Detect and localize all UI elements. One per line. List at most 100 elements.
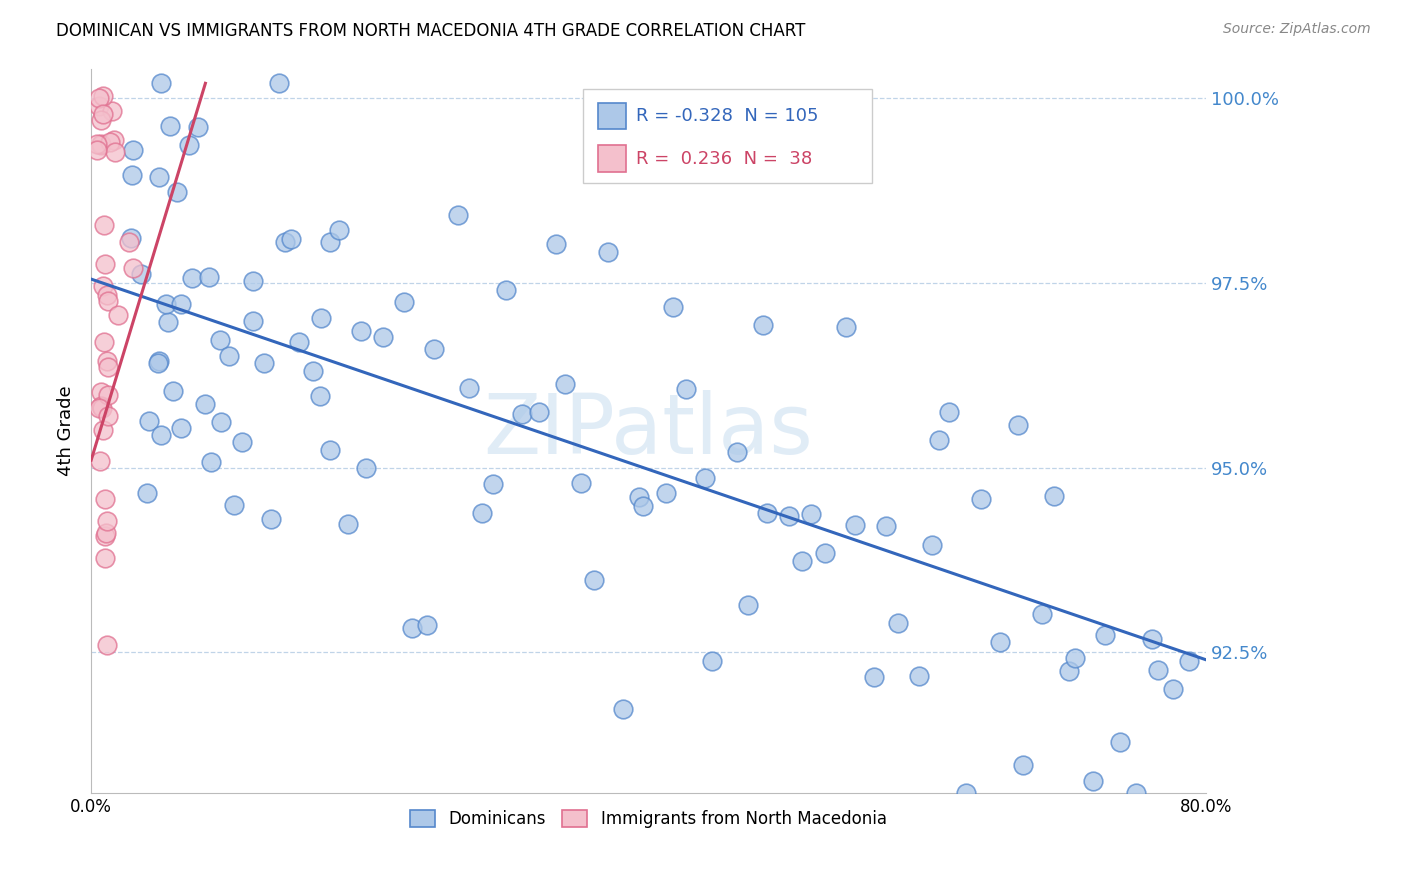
Point [87,99,110,113]
Point [309,311,332,326]
Point [170,421,193,435]
Text: DOMINICAN VS IMMIGRANTS FROM NORTH MACEDONIA 4TH GRADE CORRELATION CHART: DOMINICAN VS IMMIGRANTS FROM NORTH MACED… [56,22,806,40]
Text: Source: ZipAtlas.com: Source: ZipAtlas.com [1223,22,1371,37]
Point [928,433,950,447]
Point [118,235,141,249]
Point [96,353,118,368]
Point [150,76,173,90]
Point [529,405,551,419]
Point [814,546,837,560]
Point [107,308,129,322]
Point [209,415,232,429]
Point [416,618,439,632]
Point [260,511,283,525]
Point [197,270,219,285]
Point [1161,682,1184,697]
Point [253,357,276,371]
Point [1057,664,1080,678]
Point [129,268,152,282]
Point [159,119,181,133]
Point [121,260,143,275]
Point [695,471,717,485]
Point [91,401,114,415]
Point [94,257,117,271]
Point [89,91,111,105]
Point [93,491,115,506]
Point [157,315,180,329]
Point [970,491,993,506]
Point [1109,735,1132,749]
Point [274,235,297,249]
Point [908,669,931,683]
Point [121,168,143,182]
Point [1081,774,1104,789]
Point [200,455,222,469]
Point [319,443,342,458]
Point [737,599,759,613]
Point [89,453,111,467]
Point [702,654,724,668]
Point [1031,607,1053,621]
Point [510,408,533,422]
Point [631,499,654,513]
Point [231,435,253,450]
Point [725,445,748,459]
Point [90,385,112,400]
Point [778,509,800,524]
Point [90,137,112,152]
Point [194,397,217,411]
Point [103,133,125,147]
Point [675,382,697,396]
Point [93,219,115,233]
Point [1064,650,1087,665]
Point [146,356,169,370]
Point [1042,489,1064,503]
Point [242,274,264,288]
Legend: Dominicans, Immigrants from North Macedonia: Dominicans, Immigrants from North Macedo… [404,804,893,835]
Point [91,278,114,293]
Point [98,135,121,149]
Point [401,622,423,636]
Point [1147,663,1170,677]
Point [97,387,120,401]
Point [1125,786,1147,800]
Point [554,376,576,391]
Point [612,701,634,715]
Point [582,574,605,588]
Point [148,353,170,368]
Point [93,551,115,566]
Point [86,143,108,157]
Point [318,235,340,250]
Point [495,283,517,297]
Text: R =  0.236  N =  38: R = 0.236 N = 38 [636,150,811,168]
Point [280,232,302,246]
Point [218,349,240,363]
Point [288,335,311,350]
Point [844,518,866,533]
Point [800,507,823,521]
Point [90,399,112,413]
Point [104,145,127,160]
Point [96,638,118,652]
Point [162,384,184,398]
Point [301,364,323,378]
Point [309,389,332,403]
Point [1178,654,1201,668]
Point [166,185,188,199]
Point [394,295,416,310]
Point [96,514,118,528]
Point [149,427,172,442]
Point [356,461,378,475]
Point [1011,758,1033,772]
Point [546,237,568,252]
Point [97,360,120,375]
Point [96,525,118,540]
Point [87,401,110,415]
Point [138,414,160,428]
Point [186,120,208,135]
Point [97,409,120,424]
Point [423,343,446,357]
Point [1094,628,1116,642]
Point [373,329,395,343]
Point [96,288,118,302]
